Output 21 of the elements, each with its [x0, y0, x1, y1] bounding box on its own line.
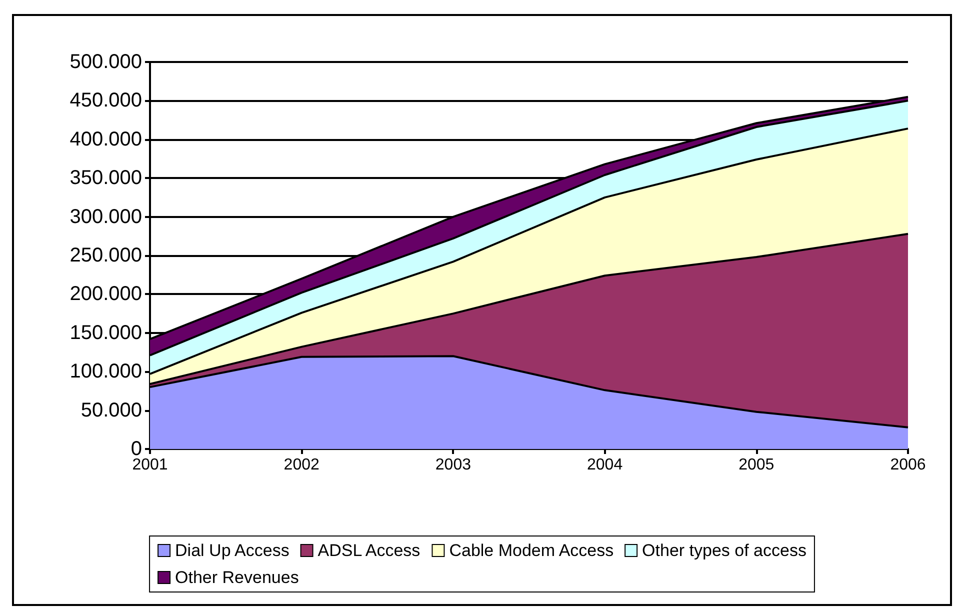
x-tick-label: 2006 — [890, 456, 926, 474]
legend-label: Other Revenues — [175, 568, 299, 587]
y-tick-label: 250.000 — [70, 244, 142, 266]
y-tick-label: 300.000 — [70, 206, 142, 228]
x-tick-label: 2003 — [435, 456, 472, 474]
x-tick-label: 2001 — [132, 456, 168, 474]
x-tick-label: 2005 — [738, 456, 774, 474]
y-tick-label: 400.000 — [70, 128, 142, 150]
y-tick-label: 100.000 — [70, 360, 142, 383]
y-tick-label: 500.000 — [70, 51, 142, 73]
y-tick-label: 350.000 — [70, 167, 142, 190]
y-tick-label: 50.000 — [80, 399, 142, 422]
x-tick-label: 2002 — [284, 456, 320, 474]
x-tick-label: 2004 — [587, 456, 623, 474]
legend-label: ADSL Access — [318, 541, 420, 560]
y-tick-label: 450.000 — [70, 90, 142, 112]
legend-label: Dial Up Access — [175, 541, 290, 560]
y-tick-label: 200.000 — [70, 283, 142, 306]
legend-label: Cable Modem Access — [449, 541, 614, 560]
y-tick-label: 150.000 — [70, 322, 142, 344]
legend-label: Other types of access — [642, 541, 806, 560]
